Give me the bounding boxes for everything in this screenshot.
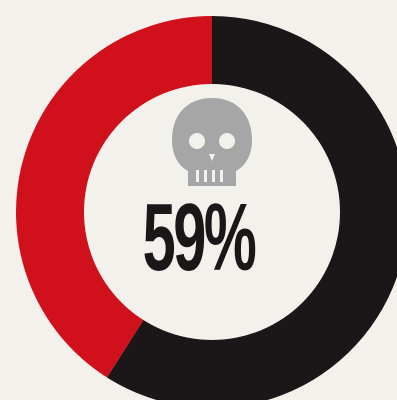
center-percentage: 59% — [142, 184, 257, 291]
skull-icon — [172, 98, 252, 186]
donut-hole — [84, 84, 340, 340]
